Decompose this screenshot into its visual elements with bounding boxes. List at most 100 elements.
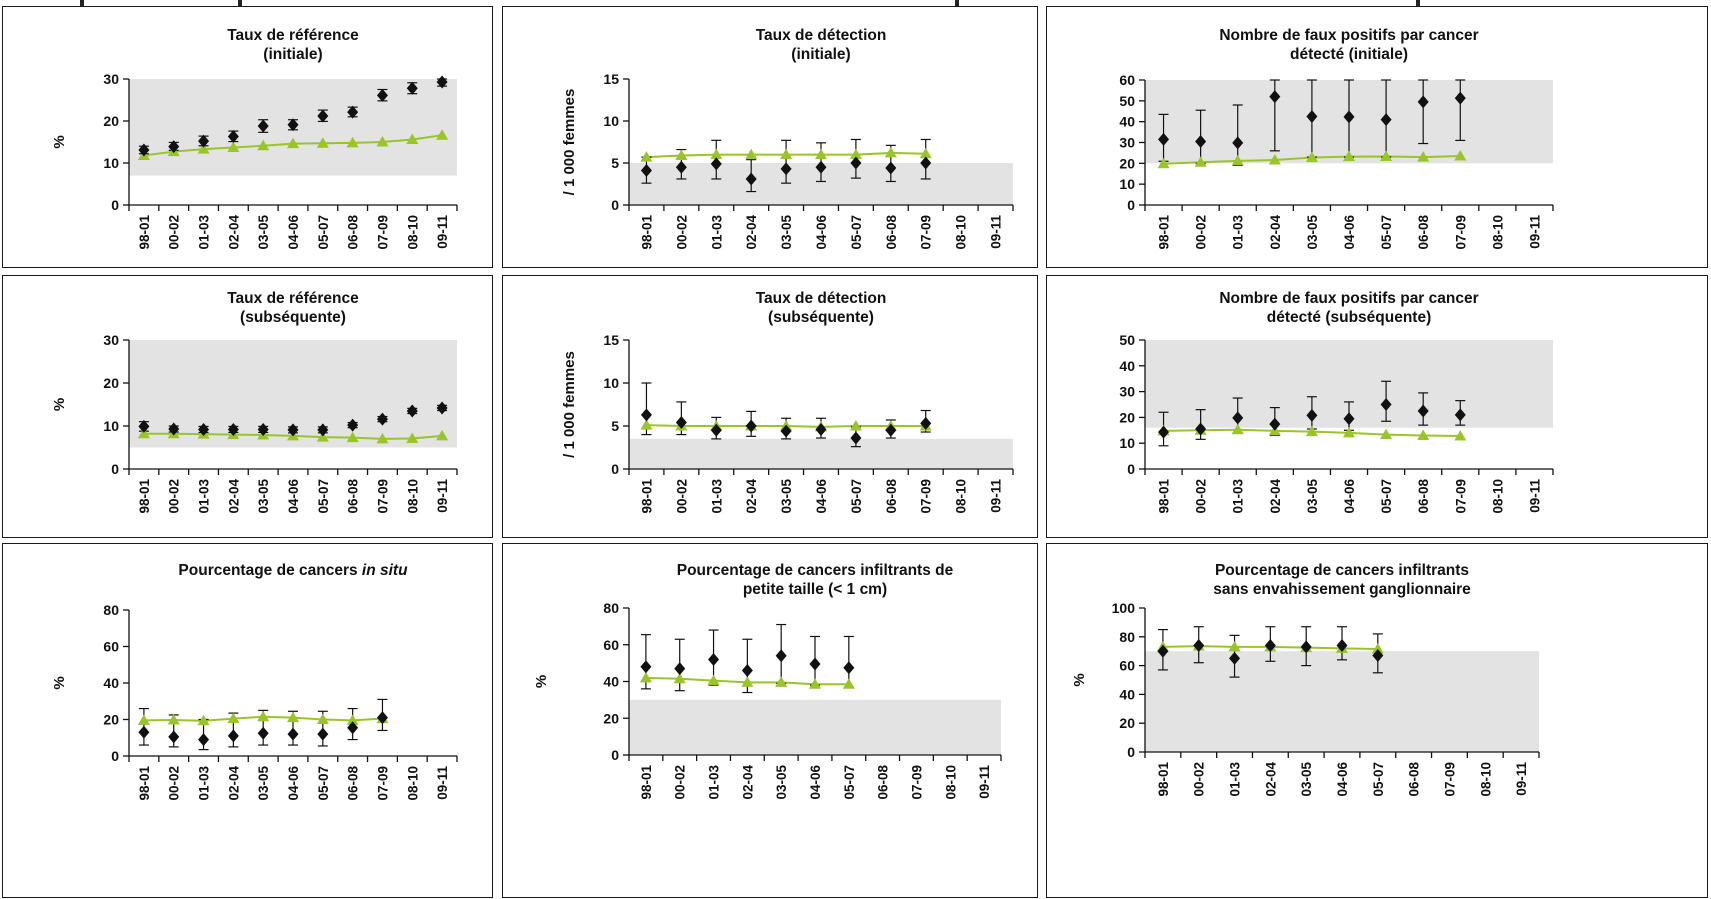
y-tick-label: 60: [603, 637, 619, 653]
data-point-black: [138, 725, 150, 739]
data-point-black: [1158, 132, 1170, 146]
data-point-black: [257, 422, 269, 436]
chart-title: Taux de référence: [227, 27, 359, 44]
x-tick-label: 98-01: [1156, 762, 1171, 797]
y-tick-label: 0: [111, 197, 119, 213]
x-tick-label: 01-03: [197, 766, 212, 801]
y-tick-label: 30: [103, 71, 119, 87]
data-point-green: [775, 676, 788, 687]
y-tick-label: 20: [1119, 409, 1135, 425]
data-point-black: [138, 143, 150, 157]
y-tick-label: 40: [1119, 358, 1135, 374]
x-tick-label: 02-04: [226, 479, 241, 514]
data-point-black: [317, 109, 329, 123]
y-tick-label: 10: [1119, 176, 1135, 192]
data-point-black: [640, 660, 652, 674]
data-point-black: [257, 726, 269, 740]
data-point-green: [675, 149, 688, 160]
data-point-green: [919, 147, 932, 159]
y-tick-label: 15: [603, 332, 619, 348]
x-tick-label: 04-06: [814, 479, 829, 514]
data-point-black: [317, 727, 329, 741]
x-tick-label: 03-05: [774, 765, 789, 800]
x-tick-label: 06-08: [346, 766, 361, 801]
x-tick-label: 04-06: [286, 215, 301, 250]
y-tick-label: 20: [103, 113, 119, 129]
data-point-green: [1231, 423, 1244, 435]
y-tick-label: 80: [603, 600, 619, 616]
chart-svg: Nombre de faux positifs par cancer détect…: [1119, 290, 1554, 514]
y-tick-label: 10: [103, 418, 119, 434]
x-tick-label: 06-08: [346, 215, 361, 250]
x-tick-label: 09-11: [989, 215, 1004, 249]
x-tick-label: 00-02: [674, 479, 689, 514]
data-point-black: [745, 172, 757, 186]
chart-title: petite taille (< 1 cm): [743, 581, 887, 598]
x-tick-label: 04-06: [1335, 762, 1350, 797]
y-tick-label: 100: [1112, 600, 1136, 616]
data-point-green: [376, 432, 389, 444]
x-tick-label: 02-04: [744, 479, 759, 514]
data-point-black: [885, 423, 897, 437]
data-point-black: [741, 663, 753, 677]
data-point-black: [347, 105, 359, 119]
x-tick-label: 98-01: [137, 766, 152, 801]
data-point-black: [1336, 638, 1348, 652]
data-point-black: [1343, 412, 1355, 426]
data-point-green: [316, 713, 329, 724]
x-tick-label: 00-02: [167, 479, 182, 514]
data-point-green: [809, 678, 821, 689]
x-tick-label: 06-08: [1416, 479, 1431, 514]
x-tick-label: 98-01: [137, 215, 152, 250]
data-point-black: [850, 431, 862, 445]
y-tick-label: 40: [1119, 686, 1135, 702]
chart-svg: Taux de détection (subséquente) 0 5 10 15 98-0…: [561, 290, 1014, 514]
x-tick-label: 00-02: [1194, 215, 1209, 250]
y-tick-label: 30: [1119, 135, 1135, 151]
data-point-black: [1229, 651, 1241, 665]
data-point-black: [675, 160, 687, 174]
data-point-green: [1305, 425, 1318, 437]
x-tick-label: 05-07: [1379, 479, 1394, 514]
data-point-green: [197, 714, 210, 726]
y-tick-label: 30: [1119, 384, 1135, 400]
x-tick-label: 03-05: [1305, 215, 1320, 250]
data-point-black: [780, 162, 792, 176]
x-tick-label: 09-11: [1514, 762, 1529, 796]
x-tick-label: 05-07: [849, 215, 864, 250]
data-point-black: [1157, 644, 1169, 658]
x-tick-label: 00-02: [1192, 762, 1207, 797]
y-tick-label: 20: [1119, 715, 1135, 731]
y-tick-label: 60: [103, 639, 119, 655]
x-tick-label: 08-10: [1490, 479, 1505, 514]
data-point-black: [198, 134, 210, 148]
data-point-black: [1232, 411, 1244, 425]
data-point-black: [1306, 109, 1318, 123]
chart-title: détecté (subséquente): [1267, 309, 1432, 326]
data-point-black: [815, 422, 827, 436]
x-tick-label: 07-09: [375, 215, 390, 250]
data-point-black: [1417, 404, 1429, 418]
x-tick-label: 04-06: [1342, 479, 1357, 514]
data-point-green: [287, 137, 299, 149]
chart-panel-node-negative: Pourcentage de cancers infiltrants sans e…: [1046, 543, 1708, 898]
chart-title: Taux de détection: [756, 290, 887, 307]
chart-title: Nombre de faux positifs par cancer: [1219, 27, 1478, 44]
x-tick-label: 08-10: [943, 765, 958, 800]
data-point-green: [1194, 156, 1207, 167]
data-point-black: [317, 423, 329, 437]
chart-svg: Taux de référence (subséquente) 0 10 20 30 98-…: [51, 290, 458, 514]
data-point-black: [227, 729, 239, 743]
y-tick-label: 20: [103, 712, 119, 728]
data-point-green: [673, 672, 686, 684]
data-point-green: [815, 148, 827, 160]
x-tick-label: 09-11: [435, 215, 450, 249]
x-tick-label: 03-05: [256, 479, 271, 514]
data-point-green: [1228, 640, 1241, 652]
x-tick-label: 00-02: [673, 765, 688, 800]
data-point-green: [1454, 150, 1467, 161]
data-point-green: [167, 714, 180, 725]
data-point-green: [257, 139, 270, 151]
data-point-black: [780, 424, 792, 438]
chart-title: Pourcentage de cancers in situ: [178, 562, 408, 579]
